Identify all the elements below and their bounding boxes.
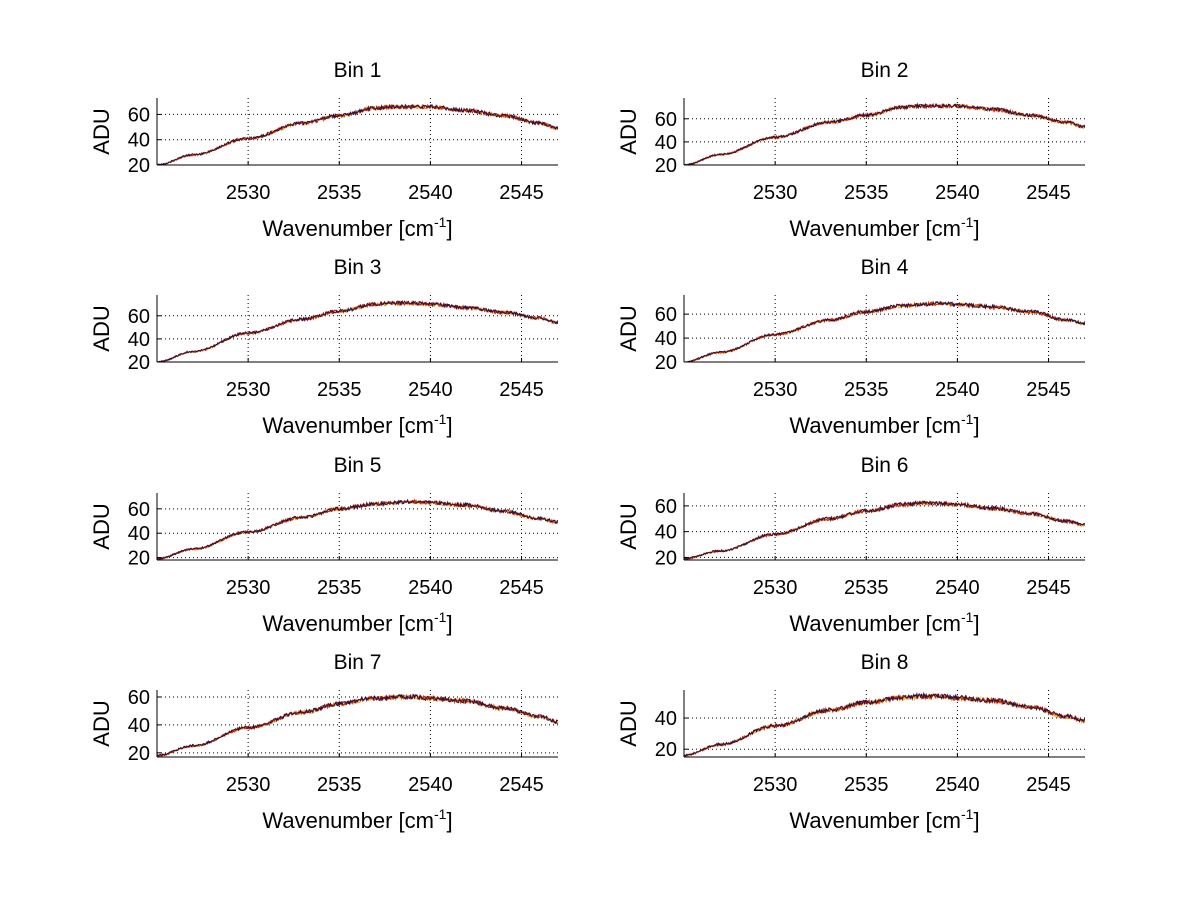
x-axis-label: Wavenumber [cm-1]	[262, 609, 452, 636]
x-tick-label: 2545	[1026, 379, 1071, 401]
x-tick-label: 2545	[499, 577, 544, 599]
x-tick-label: 2545	[499, 182, 544, 204]
x-tick-label: 2535	[317, 379, 362, 401]
subplot-title: Bin 6	[861, 454, 909, 477]
x-tick-label: 2535	[317, 182, 362, 204]
subplot-title: Bin 2	[861, 59, 909, 82]
y-axis-label: ADU	[89, 700, 114, 746]
x-axis-label: Wavenumber [cm-1]	[262, 806, 452, 833]
line-series-3	[684, 691, 1085, 757]
x-axis-label: Wavenumber [cm-1]	[789, 214, 979, 241]
x-tick-label: 2535	[317, 577, 362, 599]
subplot-title: Bin 1	[334, 59, 382, 82]
x-tick-label: 2535	[317, 774, 362, 796]
x-tick-label: 2545	[1026, 577, 1071, 599]
x-tick-label: 2530	[226, 182, 271, 204]
y-tick-label: 60	[128, 499, 150, 521]
y-tick-label: 40	[128, 130, 150, 152]
x-tick-label: 2545	[499, 379, 544, 401]
x-tick-label: 2535	[844, 379, 889, 401]
y-tick-label: 40	[655, 708, 677, 730]
x-axis-label: Wavenumber [cm-1]	[789, 609, 979, 636]
x-tick-label: 2530	[226, 577, 271, 599]
y-axis-label: ADU	[616, 503, 641, 549]
line-series-3	[684, 500, 1085, 560]
y-tick-label: 20	[128, 155, 150, 177]
x-tick-label: 2535	[844, 182, 889, 204]
y-tick-label: 60	[128, 306, 150, 328]
x-tick-label: 2540	[935, 379, 980, 401]
y-axis-label: ADU	[616, 305, 641, 351]
y-tick-label: 20	[128, 743, 150, 765]
x-axis-label: Wavenumber [cm-1]	[789, 806, 979, 833]
subplot-bin-7: Bin 7 2530 2535 2540 2545 20 40 60 Wavenumber [c…	[89, 651, 558, 833]
subplot-title: Bin 8	[861, 651, 909, 674]
subplot-title: Bin 5	[334, 454, 382, 477]
y-tick-label: 20	[655, 739, 677, 761]
y-tick-label: 60	[655, 496, 677, 518]
y-tick-label: 20	[128, 548, 150, 570]
x-tick-label: 2540	[408, 774, 453, 796]
x-tick-label: 2540	[935, 182, 980, 204]
y-tick-label: 40	[655, 328, 677, 350]
x-tick-label: 2540	[935, 577, 980, 599]
x-tick-label: 2530	[753, 379, 798, 401]
subplot-title: Bin 3	[334, 256, 382, 279]
x-tick-label: 2540	[408, 379, 453, 401]
x-tick-label: 2535	[844, 774, 889, 796]
subplot-title: Bin 7	[334, 651, 382, 674]
x-tick-label: 2530	[226, 379, 271, 401]
x-tick-label: 2540	[935, 774, 980, 796]
x-tick-label: 2530	[753, 774, 798, 796]
line-series-3	[157, 103, 558, 165]
x-tick-label: 2530	[226, 774, 271, 796]
y-tick-label: 40	[128, 523, 150, 545]
y-tick-label: 40	[655, 522, 677, 544]
y-axis-label: ADU	[89, 503, 114, 549]
y-tick-label: 20	[128, 352, 150, 374]
subplot-bin-8: Bin 8 2530 2535 2540 2545 20 40 Wavenumber [cm-…	[616, 651, 1085, 833]
x-tick-label: 2530	[753, 577, 798, 599]
x-tick-label: 2545	[1026, 774, 1071, 796]
y-axis-label: ADU	[89, 108, 114, 154]
y-axis-label: ADU	[616, 108, 641, 154]
x-axis-label: Wavenumber [cm-1]	[262, 214, 452, 241]
y-tick-label: 20	[655, 547, 677, 569]
x-axis-label: Wavenumber [cm-1]	[789, 411, 979, 438]
subplot-bin-1: Bin 1 2530 2535 2540 2545 20 40 60 Wavenumber [c…	[89, 59, 558, 241]
line-series-3	[684, 102, 1085, 165]
y-tick-label: 60	[128, 104, 150, 126]
y-tick-label: 60	[128, 687, 150, 709]
x-tick-label: 2540	[408, 577, 453, 599]
subplot-title: Bin 4	[861, 256, 909, 279]
line-series-3	[157, 300, 558, 362]
line-series-3	[157, 693, 558, 757]
y-tick-label: 40	[128, 329, 150, 351]
subplot-bin-6: Bin 6 2530 2535 2540 2545 20 40 60 Wavenumber [c…	[616, 454, 1085, 636]
x-tick-label: 2535	[844, 577, 889, 599]
x-tick-label: 2540	[408, 182, 453, 204]
y-axis-label: ADU	[616, 700, 641, 746]
x-tick-label: 2545	[499, 774, 544, 796]
y-tick-label: 60	[655, 109, 677, 131]
y-axis-label: ADU	[89, 305, 114, 351]
y-tick-label: 20	[655, 155, 677, 177]
y-tick-label: 40	[128, 715, 150, 737]
line-series-3	[684, 300, 1085, 362]
y-tick-label: 60	[655, 304, 677, 326]
y-tick-label: 20	[655, 352, 677, 374]
x-tick-label: 2545	[1026, 182, 1071, 204]
y-tick-label: 40	[655, 132, 677, 154]
x-axis-label: Wavenumber [cm-1]	[262, 411, 452, 438]
x-tick-label: 2530	[753, 182, 798, 204]
line-series-3	[157, 498, 558, 560]
